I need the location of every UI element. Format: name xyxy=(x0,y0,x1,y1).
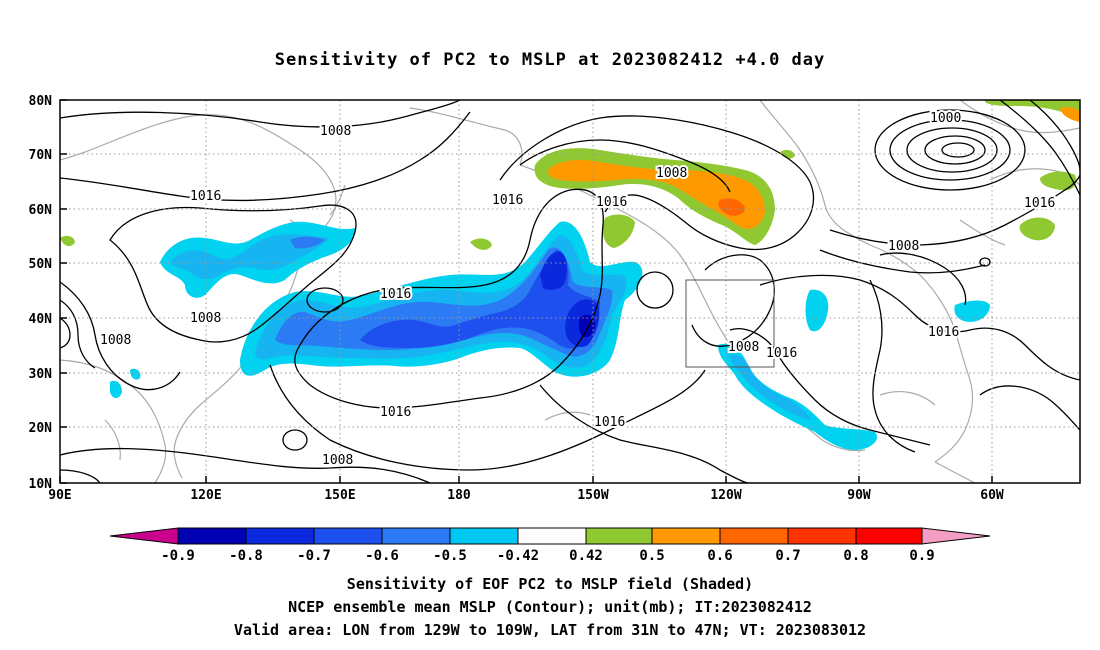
colorbar-label: -0.42 xyxy=(497,548,539,564)
contour-label: 1008 xyxy=(888,239,919,254)
contour-label: 1008 xyxy=(728,340,759,355)
lon-label: 150E xyxy=(324,488,355,503)
valid-area-box xyxy=(685,279,775,368)
contour-label: 1008 xyxy=(320,124,351,139)
lon-label: 120E xyxy=(190,488,221,503)
colorbar-label: 0.8 xyxy=(843,548,868,564)
colorbar-box xyxy=(245,527,315,545)
colorbar-box xyxy=(449,527,519,545)
colorbar-box xyxy=(517,527,587,545)
lon-labels: 90E 120E 150E 180 150W 120W 90W 60W xyxy=(48,488,1004,503)
colorbar xyxy=(109,527,991,545)
colorbar-label: -0.6 xyxy=(365,548,399,564)
colorbar-box xyxy=(651,527,721,545)
contour-label: 1000 xyxy=(930,111,961,126)
colorbar-label: 0.7 xyxy=(775,548,800,564)
lon-label: 60W xyxy=(980,488,1004,503)
colorbar-box xyxy=(787,527,857,545)
colorbar-box xyxy=(719,527,789,545)
lon-label: 150W xyxy=(577,488,608,503)
colorbar-box xyxy=(177,527,247,545)
lon-label: 180 xyxy=(447,488,471,503)
lon-label: 90E xyxy=(48,488,71,503)
contour-label: 1016 xyxy=(380,405,411,420)
contour-label: 1016 xyxy=(190,189,221,204)
lat-labels: 80N 70N 60N 50N 40N 30N 20N 10N xyxy=(29,94,53,492)
colorbar-box xyxy=(585,527,653,545)
colorbar-box xyxy=(381,527,451,545)
axis-ticks xyxy=(59,99,993,484)
lat-label: 40N xyxy=(29,312,53,327)
caption-valid-area: Valid area: LON from 129W to 109W, LAT f… xyxy=(233,621,867,639)
contour-label: 1016 xyxy=(928,325,959,340)
caption-contour: NCEP ensemble mean MSLP (Contour); unit(… xyxy=(288,598,812,616)
map-frame xyxy=(59,99,1081,484)
contour-label: 1016 xyxy=(492,193,523,208)
lat-label: 70N xyxy=(29,148,53,163)
colorbar-label: -0.9 xyxy=(161,548,195,564)
caption-shaded: Sensitivity of EOF PC2 to MSLP field (Sh… xyxy=(346,575,754,593)
contour-label: 1016 xyxy=(594,415,625,430)
colorbar-label: 0.5 xyxy=(639,548,664,564)
isobar-contours xyxy=(60,100,1080,483)
colorbar-arrow-left xyxy=(109,527,179,545)
lon-label: 120W xyxy=(710,488,741,503)
colorbar-label: -0.5 xyxy=(433,548,467,564)
colorbar-label: 0.42 xyxy=(569,548,603,564)
map-plot-area: 1008 1016 1016 1016 1008 1016 1016 1008 … xyxy=(60,100,1080,483)
lat-label: 50N xyxy=(29,257,53,272)
colorbar-label: 0.6 xyxy=(707,548,732,564)
contour-label: 1008 xyxy=(100,333,131,348)
contour-label: 1016 xyxy=(596,195,627,210)
chart-title: Sensitivity of PC2 to MSLP at 2023082412… xyxy=(274,50,826,70)
lat-label: 30N xyxy=(29,367,53,382)
contour-label: 1008 xyxy=(190,311,221,326)
contour-label: 1016 xyxy=(766,346,797,361)
contour-label: 1008 xyxy=(322,453,353,468)
shaded-sensitivity xyxy=(60,100,1080,450)
contour-label: 1016 xyxy=(380,287,411,302)
colorbar-label: -0.8 xyxy=(229,548,263,564)
contour-label: 1008 xyxy=(656,166,687,181)
colorbar-arrow-right xyxy=(921,527,991,545)
colorbar-labels: -0.9 -0.8 -0.7 -0.6 -0.5 -0.42 0.42 0.5 … xyxy=(161,548,935,564)
contour-label: 1016 xyxy=(1024,196,1055,211)
lat-label: 20N xyxy=(29,421,53,436)
contour-labels: 1008 1016 1016 1016 1008 1016 1016 1008 … xyxy=(98,109,1057,470)
colorbar-box xyxy=(855,527,923,545)
colorbar-label: -0.7 xyxy=(297,548,331,564)
lat-label: 80N xyxy=(29,94,53,109)
lon-label: 90W xyxy=(847,488,871,503)
lat-lon-grid xyxy=(60,100,1080,483)
lat-label: 10N xyxy=(29,477,53,492)
colorbar-box xyxy=(313,527,383,545)
lat-label: 60N xyxy=(29,203,53,218)
colorbar-label: 0.9 xyxy=(909,548,934,564)
